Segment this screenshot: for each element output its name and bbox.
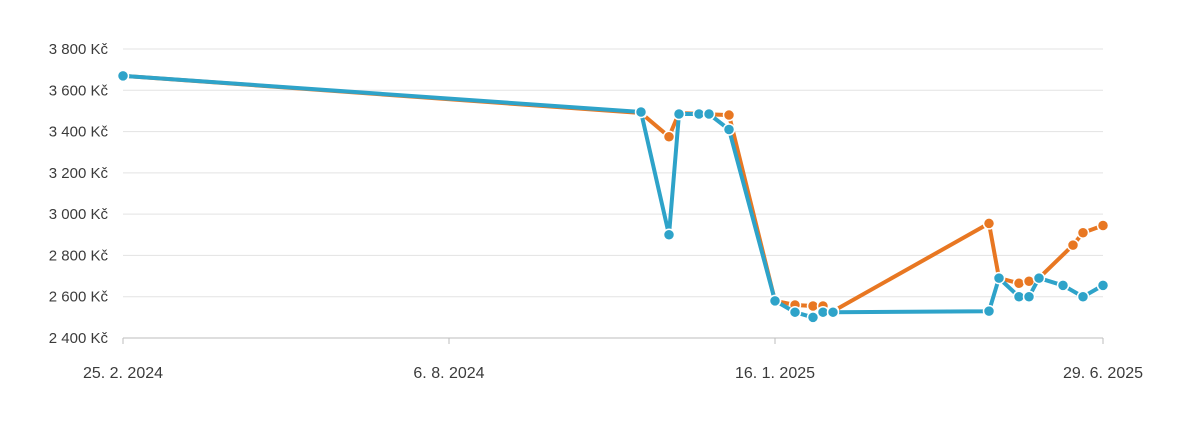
data-point[interactable]	[722, 108, 736, 122]
data-point[interactable]	[982, 217, 996, 230]
y-tick-label: 3 000 Kč	[49, 206, 109, 223]
x-tick-label: 29. 6. 2025	[1063, 365, 1143, 382]
data-point[interactable]	[982, 304, 996, 318]
data-point[interactable]	[1022, 290, 1036, 303]
y-gridlines	[123, 48, 1103, 339]
y-tick-label: 3 400 Kč	[49, 124, 109, 141]
series-2	[116, 69, 1110, 324]
data-point[interactable]	[1012, 277, 1026, 290]
data-point[interactable]	[992, 271, 1006, 285]
data-point[interactable]	[1096, 219, 1110, 232]
y-tick-label: 3 600 Kč	[49, 82, 109, 99]
y-tick-label: 2 400 Kč	[49, 330, 109, 347]
data-point[interactable]	[768, 294, 782, 308]
data-point[interactable]	[1066, 238, 1080, 252]
data-point[interactable]	[672, 107, 686, 121]
data-point[interactable]	[1076, 226, 1090, 239]
y-tick-label: 2 600 Kč	[49, 289, 109, 306]
x-axis: 25. 2. 2024 6. 8. 2024 16. 1. 2025 29. 6. 2…	[83, 338, 1143, 382]
data-point[interactable]	[826, 305, 840, 319]
data-point[interactable]	[662, 130, 676, 143]
data-point[interactable]	[722, 123, 736, 136]
y-axis: 2 400 Kč 2 600 Kč 2 800 Kč 3 000 Kč 3 200 Kč…	[49, 41, 109, 347]
x-tick-label: 25. 2. 2024	[83, 365, 163, 382]
y-tick-label: 2 800 Kč	[49, 247, 109, 264]
data-point[interactable]	[662, 228, 676, 242]
data-point[interactable]	[806, 311, 820, 324]
data-point[interactable]	[1032, 271, 1046, 285]
y-tick-label: 3 200 Kč	[49, 165, 109, 182]
data-point[interactable]	[702, 107, 716, 121]
y-tick-label: 3 800 Kč	[49, 41, 109, 58]
data-point[interactable]	[1056, 279, 1070, 292]
data-point[interactable]	[1076, 290, 1090, 303]
x-tick-label: 6. 8. 2024	[413, 365, 484, 382]
data-point[interactable]	[116, 69, 130, 83]
data-point[interactable]	[1096, 279, 1110, 292]
series-1	[116, 69, 1110, 318]
data-point[interactable]	[634, 105, 648, 119]
data-point[interactable]	[788, 305, 802, 319]
x-tick-label: 16. 1. 2025	[735, 365, 815, 382]
series-line	[121, 73, 1105, 320]
